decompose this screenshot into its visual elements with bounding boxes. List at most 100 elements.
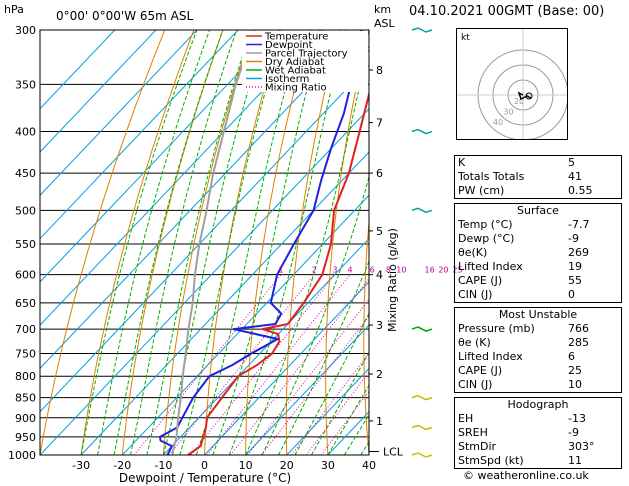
hodo-ring-label: 20 bbox=[514, 97, 524, 106]
index-label: PW (cm) bbox=[458, 184, 505, 197]
isotherm-line bbox=[245, 324, 369, 455]
wind-barb bbox=[411, 394, 433, 401]
legend-box bbox=[242, 31, 368, 92]
wet-adiabat bbox=[179, 30, 284, 455]
wet-adiabat bbox=[146, 30, 252, 455]
x-axis-label: Dewpoint / Temperature (°C) bbox=[119, 471, 291, 485]
copyright-footer: © weatheronline.co.uk bbox=[463, 469, 589, 482]
legend-label: Dry Adiabat bbox=[265, 57, 324, 68]
index-row: StmSpd (kt) 11 bbox=[455, 454, 621, 468]
wind-barb bbox=[411, 207, 433, 214]
wet-adiabat bbox=[278, 260, 369, 455]
series-parcel-trajectory bbox=[171, 30, 256, 455]
temperature-tick-label: 10 bbox=[239, 459, 253, 472]
wet-adiabat bbox=[130, 30, 238, 455]
km-tick-label: 8 bbox=[376, 64, 383, 77]
wet-adiabat bbox=[294, 312, 369, 455]
index-label: StmSpd (kt) bbox=[458, 454, 524, 467]
legend-label: Parcel Trajectory bbox=[265, 49, 348, 60]
wet-adiabat bbox=[212, 30, 323, 455]
isotherm-line bbox=[163, 237, 369, 455]
index-row: Temp (°C) -7.7 bbox=[455, 218, 621, 232]
pressure-tick-label: 450 bbox=[15, 167, 36, 180]
mixing-ratio-line bbox=[261, 315, 369, 455]
km-tick-label: 6 bbox=[376, 167, 383, 180]
index-label: CIN (J) bbox=[458, 288, 493, 301]
dry-adiabat bbox=[401, 30, 427, 455]
mixing-ratio-line bbox=[320, 390, 369, 455]
indices-most-unstable: Most Unstable Pressure (mb) 766 θe (K) 285 Li… bbox=[454, 307, 622, 393]
index-label: StmDir bbox=[458, 440, 497, 453]
mixing-ratio-label: 3 bbox=[332, 266, 337, 275]
index-value: 269 bbox=[568, 246, 589, 259]
index-row: StmDir 303° bbox=[455, 440, 621, 454]
wind-barb bbox=[411, 128, 433, 135]
pressure-tick-label: 600 bbox=[15, 269, 36, 282]
mixing-ratio-label: 16 bbox=[425, 266, 435, 275]
km-tick-label: 1 bbox=[376, 415, 383, 428]
index-row: CIN (J) 0 bbox=[455, 288, 621, 302]
wind-barb bbox=[411, 452, 433, 458]
dry-adiabat bbox=[245, 30, 311, 455]
pressure-tick-label: 400 bbox=[15, 126, 36, 139]
index-value: 0 bbox=[568, 288, 575, 301]
pressure-tick-label: 700 bbox=[15, 323, 36, 336]
index-section-title: Most Unstable bbox=[498, 308, 578, 321]
index-value: 766 bbox=[568, 322, 589, 335]
mixing-ratio-label: 2 bbox=[312, 266, 317, 275]
mixing-ratio-line bbox=[190, 274, 336, 455]
isotherm-line bbox=[40, 64, 369, 413]
index-label: Lifted Index bbox=[458, 350, 523, 363]
dry-adiabat bbox=[80, 30, 195, 455]
index-label: CAPE (J) bbox=[458, 364, 503, 377]
pressure-tick-label: 550 bbox=[15, 238, 36, 251]
index-row: PW (cm) 0.55 bbox=[455, 184, 621, 198]
index-label: Pressure (mb) bbox=[458, 322, 535, 335]
dry-adiabat bbox=[121, 30, 224, 455]
plot-frame bbox=[39, 29, 370, 456]
dry-adiabat bbox=[162, 30, 253, 455]
pressure-tick-label: 850 bbox=[15, 392, 36, 405]
hodo-unit: kt bbox=[461, 33, 470, 43]
mixing-ratio-line bbox=[305, 371, 369, 455]
mixing-ratio-line bbox=[206, 274, 351, 455]
wet-adiabat bbox=[261, 174, 369, 455]
legend-label: Wet Adiabat bbox=[265, 66, 326, 77]
isotherm-line bbox=[286, 367, 369, 455]
index-label: K bbox=[458, 156, 466, 169]
dry-adiabat bbox=[40, 30, 166, 455]
mixing-ratio-label: 25 bbox=[452, 266, 462, 275]
legend-label: Isotherm bbox=[265, 74, 309, 85]
series-temperature bbox=[187, 90, 369, 455]
mixing-ratio-line bbox=[291, 352, 369, 455]
temperature-tick-label: 40 bbox=[362, 459, 376, 472]
isotherm-line bbox=[40, 30, 280, 283]
index-label: CIN (J) bbox=[458, 378, 493, 391]
pressure-tick-label: 1000 bbox=[8, 449, 36, 462]
mixing-ratio-line bbox=[230, 277, 369, 455]
wet-adiabat bbox=[113, 30, 224, 455]
asl-label: ASL bbox=[374, 17, 396, 30]
temperature-tick-label: -10 bbox=[154, 459, 172, 472]
index-row: Pressure (mb) 766 bbox=[455, 322, 621, 336]
legend-label: Temperature bbox=[264, 32, 328, 43]
index-section-title: Surface bbox=[517, 204, 559, 217]
isotherm-line bbox=[40, 30, 157, 153]
wind-barb bbox=[411, 27, 433, 33]
hodo-storm-motion bbox=[525, 92, 533, 100]
km-tick-label: 3 bbox=[376, 319, 383, 332]
index-value: -9 bbox=[568, 232, 579, 245]
index-value: 11 bbox=[568, 454, 582, 467]
index-row: SREH -9 bbox=[455, 426, 621, 440]
index-row: Dewp (°C) -9 bbox=[455, 232, 621, 246]
index-row: Lifted Index 19 bbox=[455, 260, 621, 274]
dry-adiabat bbox=[363, 216, 369, 455]
wind-barb bbox=[411, 424, 433, 431]
pressure-tick-label: 950 bbox=[15, 431, 36, 444]
km-tick-label: 2 bbox=[376, 368, 383, 381]
index-value: 6 bbox=[568, 350, 575, 363]
mixing-ratio-label: 1 bbox=[278, 266, 283, 275]
km-tick-label: 7 bbox=[376, 117, 383, 130]
pressure-tick-label: 800 bbox=[15, 370, 36, 383]
